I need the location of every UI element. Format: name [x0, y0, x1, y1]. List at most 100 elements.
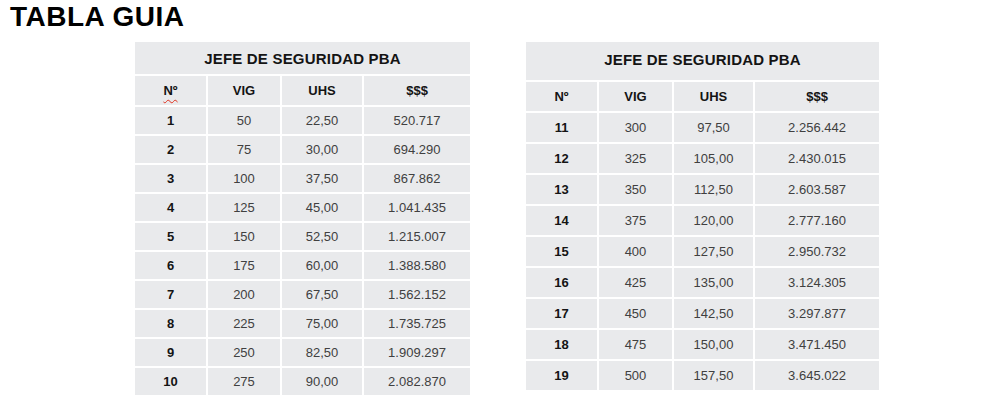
table-cell: 375 — [598, 205, 673, 236]
table-cell: 1.388.580 — [363, 251, 471, 280]
table-cell: 6 — [134, 251, 207, 280]
table-row: 822575,001.735.725 — [134, 309, 471, 338]
table-cell: 2.777.160 — [754, 205, 880, 236]
table-cell: 175 — [207, 251, 281, 280]
table-cell: 30,00 — [281, 135, 363, 164]
column-header-label: Nº — [554, 89, 568, 104]
table-cell: 120,00 — [673, 205, 754, 236]
table-cell: 2.430.015 — [754, 143, 880, 174]
table-cell: 82,50 — [281, 338, 363, 367]
table-cell: 5 — [134, 222, 207, 251]
table-cell: 100 — [207, 164, 281, 193]
table-cell: 300 — [598, 112, 673, 143]
table-cell: 142,50 — [673, 298, 754, 329]
table-cell: 127,50 — [673, 236, 754, 267]
table-cell: 350 — [598, 174, 673, 205]
table-cell: 2.603.587 — [754, 174, 880, 205]
slide-canvas: { "page_title": "TABLA GUIA", "colors": … — [0, 0, 981, 402]
table-cell: 10 — [134, 367, 207, 396]
column-header: Nº — [525, 81, 598, 112]
table-cell: 45,00 — [281, 193, 363, 222]
table-cell: 11 — [525, 112, 598, 143]
table-row: 19500157,503.645.022 — [525, 360, 880, 391]
table-cell: 67,50 — [281, 280, 363, 309]
table-cell: 475 — [598, 329, 673, 360]
table-row: 412545,001.041.435 — [134, 193, 471, 222]
table-title: JEFE DE SEGURIDAD PBA — [525, 41, 880, 81]
table-cell: 520.717 — [363, 106, 471, 135]
table-cell: 3.297.877 — [754, 298, 880, 329]
table-cell: 125 — [207, 193, 281, 222]
table-cell: 225 — [207, 309, 281, 338]
table-cell: 18 — [525, 329, 598, 360]
table-cell: 3.645.022 — [754, 360, 880, 391]
table-title: JEFE DE SEGURIDAD PBA — [134, 41, 471, 75]
page-title: TABLA GUIA — [10, 1, 185, 33]
table-cell: 3.471.450 — [754, 329, 880, 360]
table-cell: 12 — [525, 143, 598, 174]
table-cell: 3.124.305 — [754, 267, 880, 298]
table-cell: 50 — [207, 106, 281, 135]
table-cell: 2.256.442 — [754, 112, 880, 143]
table-cell: 500 — [598, 360, 673, 391]
column-header: UHS — [673, 81, 754, 112]
table-cell: 867.862 — [363, 164, 471, 193]
table-row: 12325105,002.430.015 — [525, 143, 880, 174]
table-cell: 1.562.152 — [363, 280, 471, 309]
table-cell: 1.215.007 — [363, 222, 471, 251]
table-cell: 19 — [525, 360, 598, 391]
column-header: VIG — [207, 75, 281, 106]
table-cell: 97,50 — [673, 112, 754, 143]
table-cell: 16 — [525, 267, 598, 298]
column-header-label: VIG — [624, 89, 646, 104]
table-row: 310037,50867.862 — [134, 164, 471, 193]
table-cell: 3 — [134, 164, 207, 193]
table-row: 515052,501.215.007 — [134, 222, 471, 251]
column-header-label: UHS — [700, 89, 727, 104]
guide-table-left: JEFE DE SEGURIDAD PBANºVIGUHS$$$15022,50… — [133, 40, 472, 397]
table-cell: 2 — [134, 135, 207, 164]
table-cell: 200 — [207, 280, 281, 309]
column-header: VIG — [598, 81, 673, 112]
table-cell: 4 — [134, 193, 207, 222]
column-header-label: Nº — [163, 83, 177, 98]
table-row: 13350112,502.603.587 — [525, 174, 880, 205]
table-row: 925082,501.909.297 — [134, 338, 471, 367]
table-cell: 2.082.870 — [363, 367, 471, 396]
table-cell: 325 — [598, 143, 673, 174]
table-cell: 15 — [525, 236, 598, 267]
table-cell: 2.950.732 — [754, 236, 880, 267]
table-row: 15022,50520.717 — [134, 106, 471, 135]
column-header: Nº — [134, 75, 207, 106]
table-cell: 694.290 — [363, 135, 471, 164]
column-header: $$$ — [363, 75, 471, 106]
table-cell: 37,50 — [281, 164, 363, 193]
table-cell: 75 — [207, 135, 281, 164]
table-row: 720067,501.562.152 — [134, 280, 471, 309]
column-header-label: VIG — [233, 83, 255, 98]
table-cell: 13 — [525, 174, 598, 205]
table-cell: 17 — [525, 298, 598, 329]
table-cell: 75,00 — [281, 309, 363, 338]
table-cell: 425 — [598, 267, 673, 298]
column-header: UHS — [281, 75, 363, 106]
table-cell: 14 — [525, 205, 598, 236]
table-cell: 150,00 — [673, 329, 754, 360]
table-row: 1130097,502.256.442 — [525, 112, 880, 143]
table-row: 1027590,002.082.870 — [134, 367, 471, 396]
column-header-label: $$$ — [806, 89, 828, 104]
column-header-label: UHS — [308, 83, 335, 98]
table-cell: 135,00 — [673, 267, 754, 298]
table-cell: 1 — [134, 106, 207, 135]
table-row: 17450142,503.297.877 — [525, 298, 880, 329]
guide-table-right: JEFE DE SEGURIDAD PBA Nº VIG UHS $$$ 1130097,… — [524, 40, 881, 392]
table-row: 18475150,003.471.450 — [525, 329, 880, 360]
table-cell: 275 — [207, 367, 281, 396]
table-cell: 112,50 — [673, 174, 754, 205]
table-cell: 1.735.725 — [363, 309, 471, 338]
table-cell: 90,00 — [281, 367, 363, 396]
table-cell: 52,50 — [281, 222, 363, 251]
table-cell: 9 — [134, 338, 207, 367]
column-header-label: $$$ — [406, 83, 428, 98]
table-cell: 8 — [134, 309, 207, 338]
